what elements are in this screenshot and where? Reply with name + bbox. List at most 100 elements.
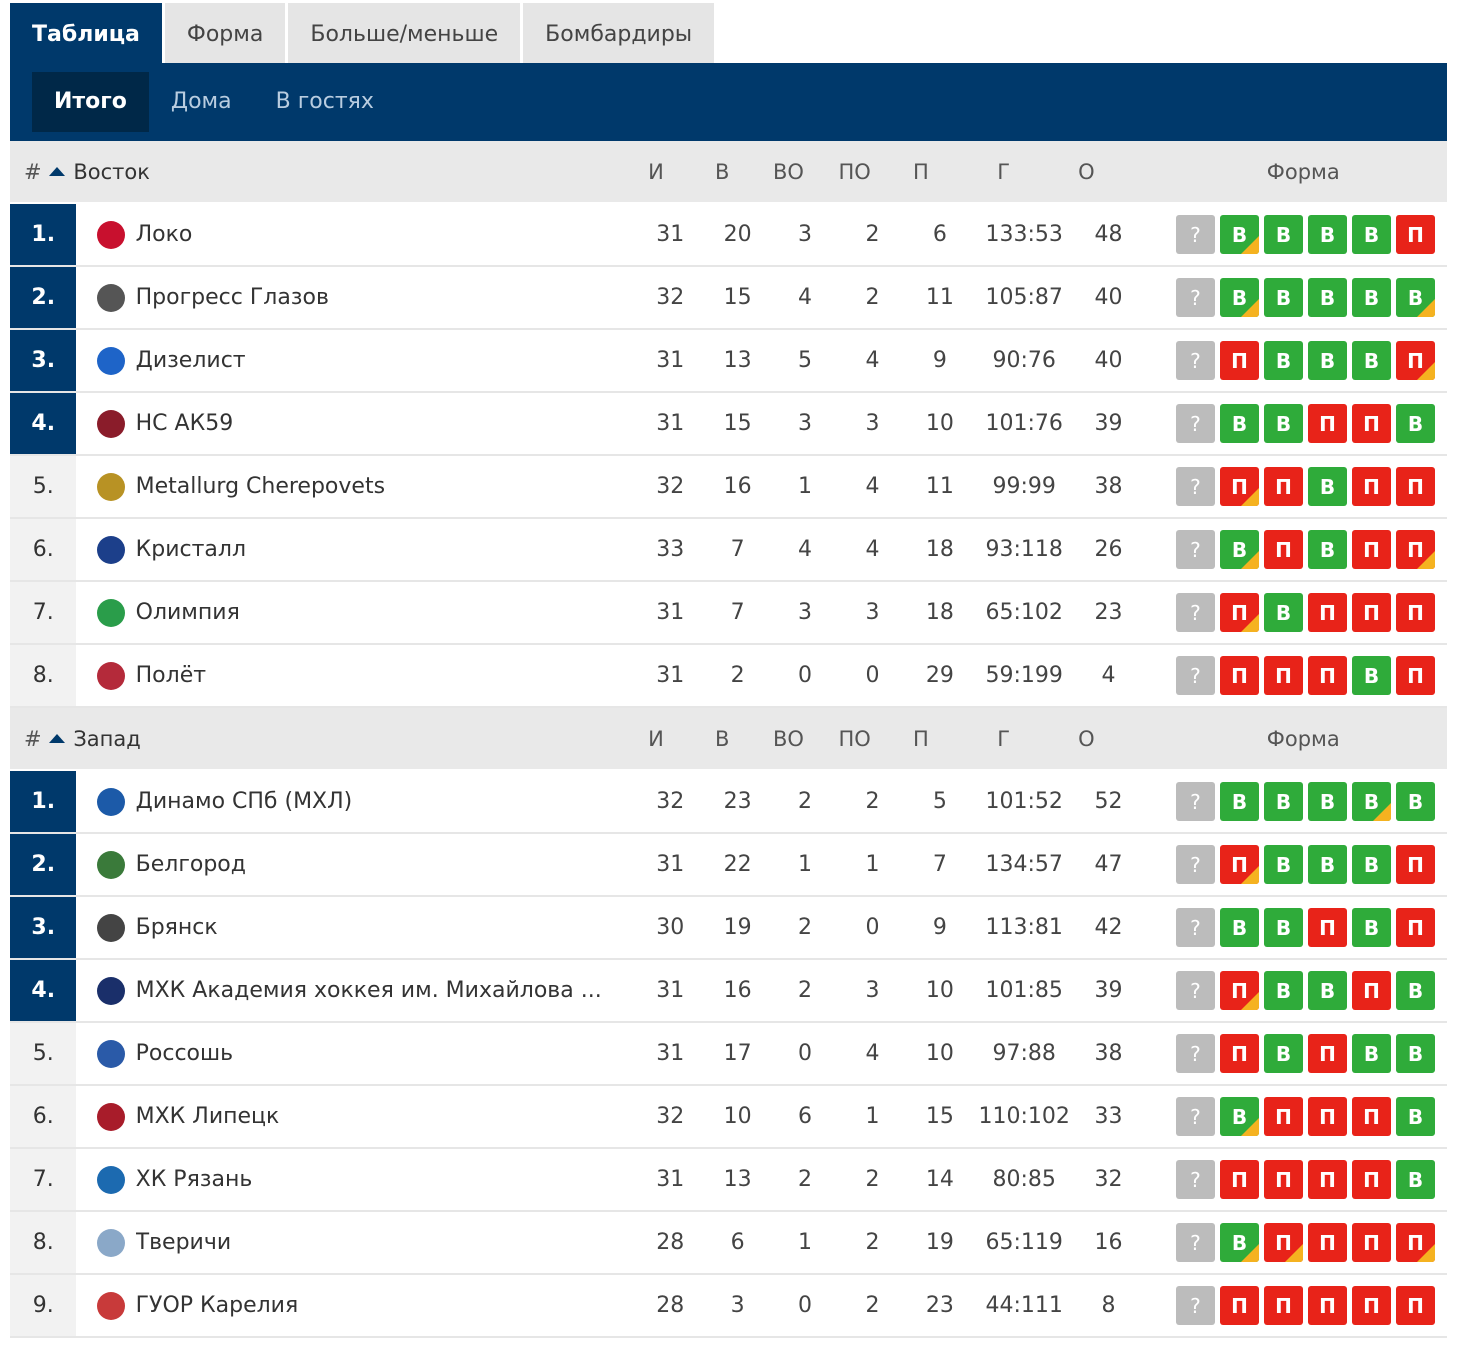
form-loss-badge[interactable]: П	[1307, 1097, 1347, 1136]
next-match-badge[interactable]: ?	[1175, 404, 1215, 443]
team-name[interactable]: Прогресс Глазов	[135, 285, 329, 310]
table-row[interactable]: 7. ХК Рязань 31 13 2 2 14 80:85 32? П П П П В	[10, 1149, 1447, 1212]
form-win-badge[interactable]: В	[1307, 467, 1347, 506]
table-row[interactable]: 4. НС АК59 31 15 3 3 10 101:76 39? В В П П В	[10, 393, 1447, 456]
form-loss-badge[interactable]: П	[1307, 1160, 1347, 1199]
form-win-badge[interactable]: В	[1263, 782, 1303, 821]
tab-form[interactable]: Форма	[164, 3, 286, 63]
column-header-ot_losses[interactable]: ПО	[838, 159, 871, 184]
team-name[interactable]: Динамо СПб (МХЛ)	[135, 789, 353, 814]
form-win-badge[interactable]: В	[1395, 1097, 1435, 1136]
sort-position-header[interactable]: #	[10, 708, 76, 769]
team-name[interactable]: Полёт	[135, 663, 207, 688]
next-match-badge[interactable]: ?	[1175, 1286, 1215, 1325]
form-win-badge[interactable]: В	[1351, 278, 1391, 317]
table-row[interactable]: 3. Дизелист 31 13 5 4 9 90:76 40? П В В В П	[10, 330, 1447, 393]
team-name[interactable]: ГУОР Карелия	[135, 1293, 299, 1318]
next-match-badge[interactable]: ?	[1175, 971, 1215, 1010]
form-win-badge[interactable]: В	[1263, 215, 1303, 254]
form-win-badge[interactable]: В	[1351, 215, 1391, 254]
form-win-badge[interactable]: В	[1395, 1160, 1435, 1199]
team-name[interactable]: Локо	[135, 222, 193, 247]
table-row[interactable]: 1. Локо 31 20 3 2 6 133:53 48? В В В В П	[10, 204, 1447, 267]
form-loss-badge[interactable]: П	[1395, 467, 1435, 506]
form-win-badge[interactable]: В	[1307, 782, 1347, 821]
table-row[interactable]: 5. Metallurg Cherepovets 32 16 1 4 11 99:99 38? П…	[10, 456, 1447, 519]
form-win-badge[interactable]: В	[1263, 593, 1303, 632]
form-win-badge[interactable]: В	[1307, 278, 1347, 317]
form-win-badge[interactable]: В	[1219, 1097, 1259, 1136]
table-row[interactable]: 2. Белгород 31 22 1 1 7 134:57 47? П В В В П	[10, 834, 1447, 897]
tab-over-under[interactable]: Больше/меньше	[288, 3, 521, 63]
form-loss-badge[interactable]: П	[1263, 467, 1303, 506]
form-loss-badge[interactable]: П	[1351, 1223, 1391, 1262]
table-row[interactable]: 7. Олимпия 31 7 3 3 18 65:102 23? П В П П П	[10, 582, 1447, 645]
table-row[interactable]: 2. Прогресс Глазов 32 15 4 2 11 105:87 40? В В В В В	[10, 267, 1447, 330]
column-header-ot_wins[interactable]: ВО	[772, 159, 804, 184]
team-name[interactable]: ХК Рязань	[135, 1167, 253, 1192]
next-match-badge[interactable]: ?	[1175, 215, 1215, 254]
form-win-badge[interactable]: В	[1219, 404, 1259, 443]
subtab-away[interactable]: В гостях	[275, 89, 374, 114]
table-row[interactable]: 6. МХК Липецк 32 10 6 1 15 110:102 33? В П П П В	[10, 1086, 1447, 1149]
team-name[interactable]: Тверичи	[135, 1230, 232, 1255]
form-win-badge[interactable]: В	[1395, 782, 1435, 821]
form-loss-badge[interactable]: П	[1219, 845, 1259, 884]
team-name[interactable]: Белгород	[135, 852, 246, 877]
next-match-badge[interactable]: ?	[1175, 782, 1215, 821]
form-win-badge[interactable]: В	[1307, 530, 1347, 569]
table-row[interactable]: 4. МХК Академия хоккея им. Михайлова ... 3…	[10, 960, 1447, 1023]
table-row[interactable]: 8. Полёт 31 2 0 0 29 59:199 4? П П П В П	[10, 645, 1447, 708]
team-name[interactable]: НС АК59	[135, 411, 234, 436]
table-row[interactable]: 6. Кристалл 33 7 4 4 18 93:118 26? В П В П П	[10, 519, 1447, 582]
column-header-points[interactable]: О	[1078, 159, 1095, 184]
form-loss-badge[interactable]: П	[1395, 908, 1435, 947]
form-loss-badge[interactable]: П	[1219, 1034, 1259, 1073]
form-loss-badge[interactable]: П	[1307, 656, 1347, 695]
team-name[interactable]: Россошь	[135, 1041, 234, 1066]
form-loss-badge[interactable]: П	[1307, 908, 1347, 947]
form-win-badge[interactable]: В	[1351, 908, 1391, 947]
form-win-badge[interactable]: В	[1307, 215, 1347, 254]
form-loss-badge[interactable]: П	[1351, 593, 1391, 632]
form-win-badge[interactable]: В	[1263, 1034, 1303, 1073]
table-row[interactable]: 3. Брянск 30 19 2 0 9 113:81 42? В В П В П	[10, 897, 1447, 960]
column-header-wins[interactable]: В	[714, 726, 730, 751]
tab-scorers[interactable]: Бомбардиры	[523, 3, 715, 63]
next-match-badge[interactable]: ?	[1175, 1097, 1215, 1136]
form-loss-badge[interactable]: П	[1307, 1223, 1347, 1262]
next-match-badge[interactable]: ?	[1175, 1160, 1215, 1199]
form-win-badge[interactable]: В	[1219, 530, 1259, 569]
next-match-badge[interactable]: ?	[1175, 593, 1215, 632]
form-loss-badge[interactable]: П	[1395, 215, 1435, 254]
column-header-points[interactable]: О	[1078, 726, 1095, 751]
column-header-losses[interactable]: П	[912, 159, 929, 184]
form-win-badge[interactable]: В	[1263, 845, 1303, 884]
form-loss-badge[interactable]: П	[1263, 1223, 1303, 1262]
form-win-badge[interactable]: В	[1219, 278, 1259, 317]
form-loss-badge[interactable]: П	[1351, 467, 1391, 506]
column-header-ot_wins[interactable]: ВО	[772, 726, 804, 751]
form-loss-badge[interactable]: П	[1307, 404, 1347, 443]
form-loss-badge[interactable]: П	[1219, 1160, 1259, 1199]
table-row[interactable]: 8. Тверичи 28 6 1 2 19 65:119 16? В П П П П	[10, 1212, 1447, 1275]
form-win-badge[interactable]: В	[1351, 782, 1391, 821]
form-loss-badge[interactable]: П	[1395, 593, 1435, 632]
next-match-badge[interactable]: ?	[1175, 467, 1215, 506]
table-row[interactable]: 1. Динамо СПб (МХЛ) 32 23 2 2 5 101:52 52? В В В В В	[10, 771, 1447, 834]
form-loss-badge[interactable]: П	[1263, 1097, 1303, 1136]
form-loss-badge[interactable]: П	[1219, 341, 1259, 380]
team-name[interactable]: Кристалл	[135, 537, 247, 562]
form-loss-badge[interactable]: П	[1219, 467, 1259, 506]
form-win-badge[interactable]: В	[1395, 278, 1435, 317]
form-loss-badge[interactable]: П	[1263, 530, 1303, 569]
form-loss-badge[interactable]: П	[1395, 341, 1435, 380]
tab-table[interactable]: Таблица	[10, 3, 162, 63]
column-header-ot_losses[interactable]: ПО	[838, 726, 871, 751]
column-header-losses[interactable]: П	[912, 726, 929, 751]
form-win-badge[interactable]: В	[1395, 404, 1435, 443]
next-match-badge[interactable]: ?	[1175, 1034, 1215, 1073]
form-loss-badge[interactable]: П	[1351, 1160, 1391, 1199]
column-header-games[interactable]: И	[648, 726, 664, 751]
form-win-badge[interactable]: В	[1263, 278, 1303, 317]
